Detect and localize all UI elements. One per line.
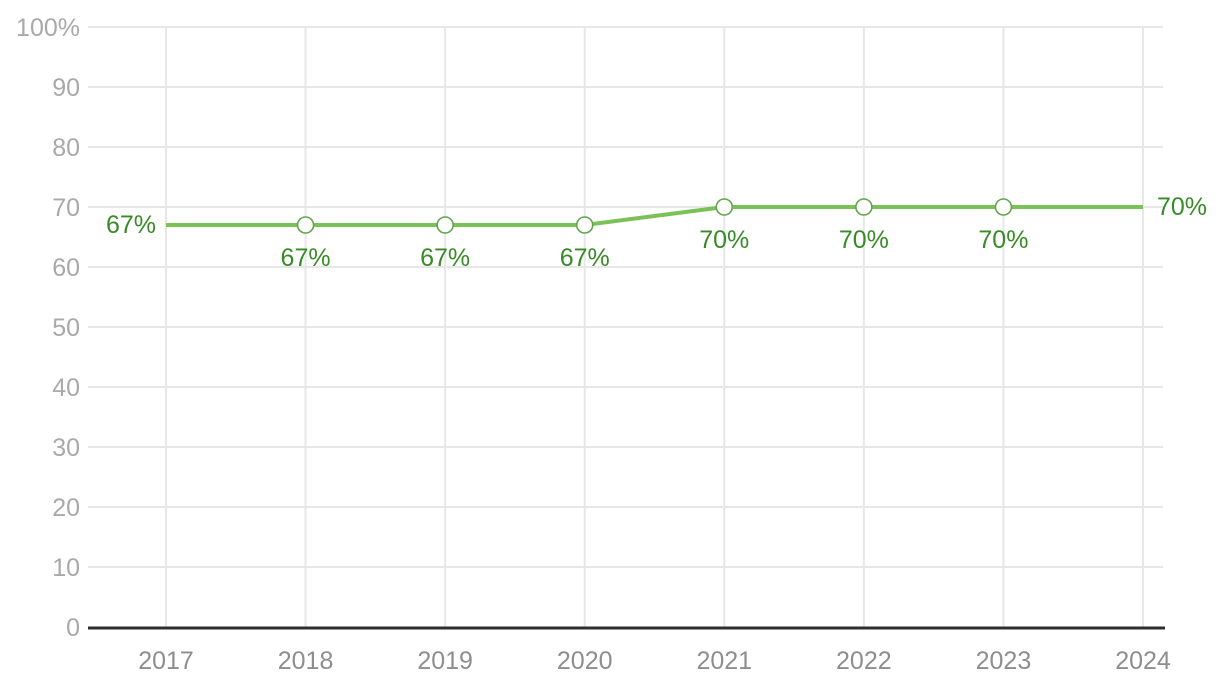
- x-axis-tick-label: 2024: [1115, 647, 1171, 675]
- x-axis-tick-label: 2019: [417, 647, 473, 675]
- y-axis-tick-label: 90: [52, 74, 80, 102]
- y-axis-tick-label: 70: [52, 194, 80, 222]
- data-point-label: 67%: [560, 244, 610, 272]
- data-point-label: 70%: [1157, 193, 1207, 221]
- data-point-label: 67%: [106, 211, 156, 239]
- data-point-label: 70%: [839, 226, 889, 254]
- gridlines: [88, 26, 1163, 627]
- y-axis-tick-label: 60: [52, 254, 80, 282]
- y-axis-tick-label: 80: [52, 134, 80, 162]
- x-axis-tick-label: 2022: [836, 647, 892, 675]
- data-point-marker: [436, 216, 454, 234]
- x-axis-tick-label: 2021: [696, 647, 752, 675]
- data-point-marker: [994, 198, 1013, 216]
- x-axis-tick-label: 2020: [557, 647, 613, 675]
- series-line: [166, 205, 1143, 227]
- data-point-label: 67%: [420, 244, 470, 272]
- data-point-marker: [855, 198, 873, 216]
- data-point-marker: [715, 198, 734, 216]
- y-axis-tick-label: 0: [66, 614, 80, 642]
- data-point-label: 70%: [978, 226, 1028, 254]
- x-axis-labels: 2017 2018 2019 2020 2021 2022 2023 2024: [138, 647, 1171, 675]
- series-markers: [296, 198, 1013, 234]
- data-point-marker: [575, 216, 594, 234]
- y-axis-tick-label: 40: [52, 374, 80, 402]
- y-axis-tick-label: 50: [52, 314, 80, 342]
- data-point-label: 70%: [699, 226, 749, 254]
- data-point-label: 67%: [281, 244, 331, 272]
- y-axis-tick-label: 10: [52, 554, 80, 582]
- x-axis-tick-label: 2023: [976, 647, 1032, 675]
- y-axis-labels: 0 10 20 30 40 50 60 70 80 90 100%: [16, 14, 80, 642]
- data-point-marker: [296, 216, 315, 234]
- data-labels: 67% 67% 67% 67% 70% 70% 70% 70%: [106, 193, 1207, 272]
- y-axis-tick-label: 30: [52, 434, 80, 462]
- x-axis-tick-label: 2017: [138, 647, 194, 675]
- y-axis-tick-label: 20: [52, 494, 80, 522]
- x-axis-tick-label: 2018: [278, 647, 334, 675]
- y-axis-tick-label: 100%: [16, 14, 80, 42]
